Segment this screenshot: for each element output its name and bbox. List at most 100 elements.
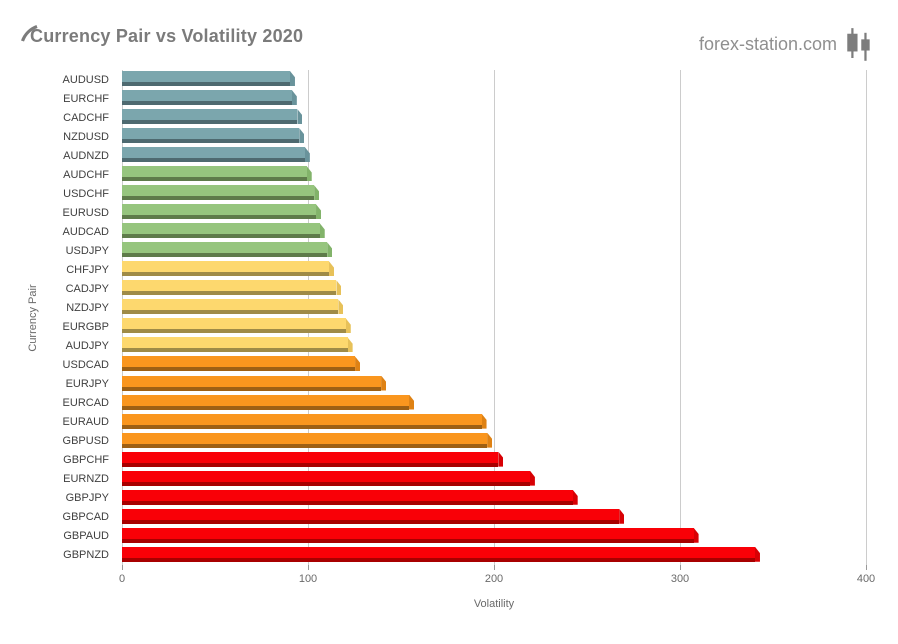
bar-shadow [122,405,410,410]
bar-shadow [122,82,290,86]
y-axis-label-usdcad: USDCAD [62,358,109,371]
bar-face [122,299,339,311]
bar-row-audcad [122,222,866,241]
x-axis-title: Volatility [473,598,515,610]
y-axis-label-gbpusd: GBPUSD [62,435,109,448]
volatility-bar-cadchf [122,109,303,125]
y-axis-label-euraud: EURAUD [62,416,109,429]
grid-line-200 [494,70,495,565]
bar-end-cap [529,470,535,486]
bar-row-eurjpy [122,375,866,394]
bar-row-gbpaud [122,527,866,546]
y-axis-label-gbpjpy: GBPJPY [65,492,109,505]
bar-end-cap [329,261,335,277]
y-axis-label-audusd: AUDUSD [62,73,109,86]
bar-face [122,109,298,121]
bar-shadow [122,234,320,239]
bar-face [122,375,382,387]
bar-row-gbpcad [122,508,866,527]
volatility-bar-eurnzd [122,470,535,486]
bar-end-cap [327,242,333,258]
y-axis-label-gbpchf: GBPCHF [63,454,109,467]
bar-end-cap [619,508,625,524]
bar-end-cap [304,147,310,163]
volatility-bar-gbpchf [122,451,504,467]
bar-end-cap [693,527,699,543]
bar-end-cap [355,356,361,372]
volatility-bar-gbpaud [122,527,699,543]
bar-face [122,223,320,235]
bar-end-cap [481,413,487,429]
bar-shadow [122,386,382,391]
grid-line-100 [308,70,309,565]
volatility-bar-gbpjpy [122,489,578,505]
chart-title: Currency Pair vs Volatility 2020 [30,26,304,46]
bar-row-chfjpy [122,260,866,279]
x-tick-label-0: 0 [118,573,126,585]
y-axis-label-cadchf: CADCHF [63,111,109,124]
bar-face [122,470,530,482]
bar-end-cap [297,109,303,125]
bar-row-usdcad [122,355,866,374]
plot-area: 0 100 200 300 400 [119,70,875,585]
bar-end-cap [306,166,312,182]
bar-end-cap [336,280,342,296]
bar-end-cap [289,71,295,86]
x-axis-tick-200 [494,565,495,570]
bar-row-usdchf [122,184,866,203]
y-axis-label-gbpnzd: GBPNZD [63,549,109,562]
bar-row-eurnzd [122,470,866,489]
y-axis-label-audnzd: AUDNZD [63,149,109,162]
bar-row-usdjpy [122,241,866,260]
grid-line-300 [680,70,681,565]
bar-shadow [122,367,356,372]
volatility-bar-audjpy [122,337,353,353]
volatility-bar-usdjpy [122,242,333,258]
bar-end-cap [316,204,322,220]
bar-shadow [122,291,337,296]
y-axis-label-chfjpy: CHFJPY [66,263,109,276]
bar-end-cap [345,318,351,334]
bar-face [122,128,300,140]
bar-shadow [122,253,328,258]
bar-face [122,90,292,102]
volatility-bar-audcad [122,223,325,239]
y-axis-label-gbpcad: GBPCAD [62,511,109,524]
y-axis-label-usdjpy: USDJPY [65,244,109,257]
bar-face [122,261,330,273]
bar-rows [122,70,866,565]
bar-shadow [122,215,317,220]
bar-face [122,356,356,368]
x-axis-tick-100 [308,565,309,570]
volatility-bar-gbpcad [122,508,625,524]
x-axis-tick-300 [680,565,681,570]
bar-end-cap [381,375,387,391]
brand: forex-station.com [699,26,872,62]
bar-shadow [122,329,346,334]
bar-shadow [122,500,573,505]
bar-row-gbpnzd [122,546,866,565]
bar-end-cap [498,451,504,467]
y-axis-label-usdchf: USDCHF [63,187,109,200]
volatility-bar-nzdusd [122,128,305,144]
y-axis-labels: AUDUSD EURCHF CADCHF NZDUSD AUDNZD AUDCHF USDC… [0,70,116,565]
volatility-bar-audchf [122,166,312,182]
bar-shadow [122,139,300,144]
x-axis-tick-0 [122,565,123,570]
bar-end-cap [572,489,578,505]
bar-face [122,166,307,178]
bar-shadow [122,310,339,315]
y-axis-label-nzdjpy: NZDJPY [66,301,109,314]
bar-row-audjpy [122,336,866,355]
bar-end-cap [338,299,344,315]
bar-end-cap [347,337,353,353]
bar-row-eurusd [122,203,866,222]
bar-face [122,489,573,501]
y-axis-label-nzdusd: NZDUSD [63,130,109,143]
bar-row-cadjpy [122,279,866,298]
bar-end-cap [314,185,320,201]
bar-row-gbpjpy [122,489,866,508]
volatility-bar-euraud [122,413,487,429]
bar-shadow [122,424,482,429]
x-axis-tick-400 [866,565,867,570]
